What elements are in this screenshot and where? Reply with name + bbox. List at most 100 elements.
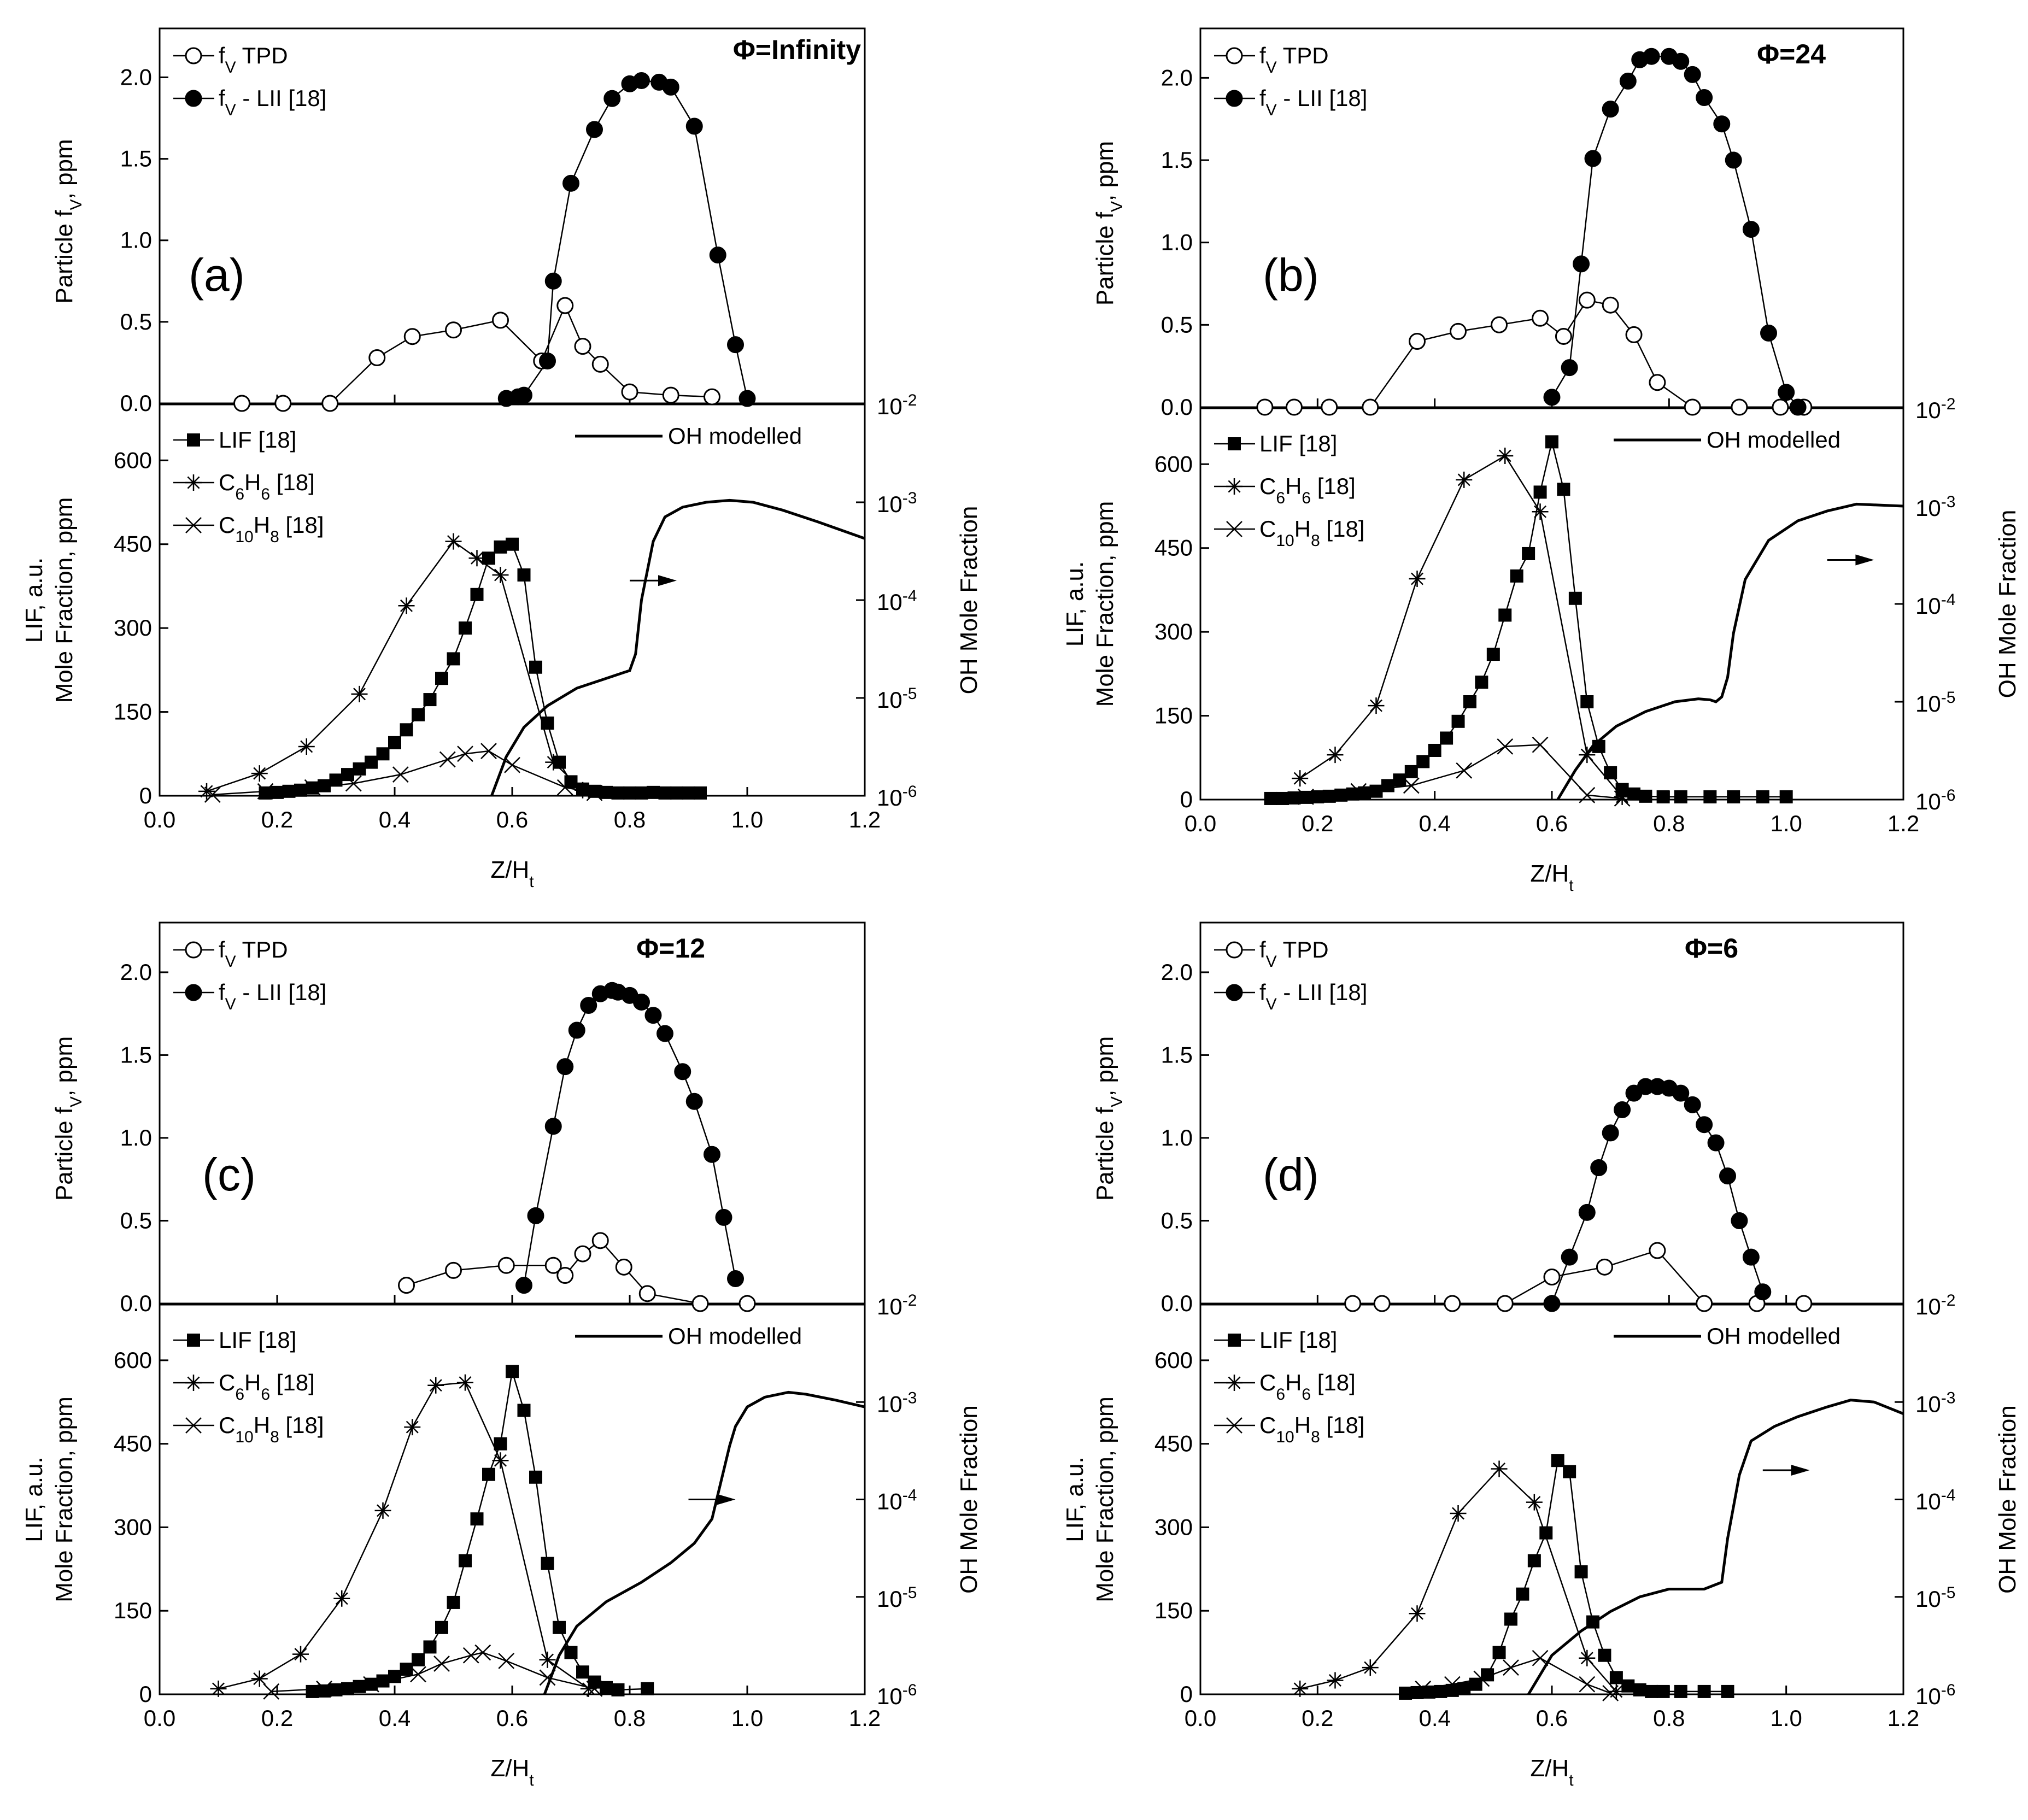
panel-d-legend-c6h6-label-part: 6 [1302, 1385, 1311, 1404]
panel-a-x-tick-label: 1.0 [731, 807, 763, 832]
panel-d-legend-lii-label-part: V [1266, 995, 1277, 1013]
panel-a-legend-tpd-label: fV TPD [219, 43, 288, 77]
panel-a-legend-lii-marker [185, 90, 202, 107]
panel-c: 0.0 0.2 0.4 0.6 0.8 1.0 1.2 Z/Ht 0.0 0.5 1.0 1.5 2.0… [21, 921, 982, 1789]
panel-d-fv-tpd-point [1649, 1242, 1666, 1259]
panel-b-right-tick-label-part: -4 [1941, 591, 1956, 609]
panel-a-legend-c10h8-label-part: C [219, 512, 235, 538]
panel-a-bottom-y-axis-label-line1: LIF, a.u. [21, 557, 48, 643]
panel-a-lif-line [265, 543, 700, 794]
panel-d-oh-modelled-line [1527, 1399, 1903, 1694]
panel-b-right-tick-label: 10-5 [1915, 689, 1955, 717]
panel-a-legend-tpd-label-part: TPD [236, 43, 288, 68]
panel-b-lif-point [1311, 790, 1324, 803]
panel-a-right-tick-label-part: 10 [877, 491, 902, 517]
panel-a-c10h8-point [480, 743, 497, 760]
panel-c-label: (c) [202, 1149, 256, 1200]
panel-a-fv-lii-point [727, 336, 744, 354]
panel-c-bottom-y-tick-label: 150 [114, 1598, 152, 1623]
panel-d-lif-point [1633, 1683, 1646, 1696]
panel-c-lif-point [423, 1640, 437, 1654]
panel-d-fv-lii-point [1719, 1167, 1736, 1185]
panel-c-fv-lii-point [674, 1063, 691, 1081]
panel-d-lif-point [1504, 1612, 1517, 1626]
panel-b-c6h6-point [1327, 747, 1344, 764]
panel-d-bottom-legend: LIF [18]C6H6 [18]C10H8 [18]OH modelled [1214, 1323, 1841, 1446]
panel-d-lif-point [1527, 1554, 1541, 1567]
panel-b-lif-point [1440, 731, 1453, 745]
panel-a-top-y-axis-label-part: Particle f [51, 210, 78, 304]
panel-d-fv-lii-point [1561, 1248, 1578, 1266]
panel-c-legend-c10h8-label-part: [ [279, 1412, 292, 1438]
panel-b-fv-tpd-point [1649, 374, 1666, 391]
panel-d-fv-lii-point [1602, 1124, 1619, 1142]
panel-a-lif-point [365, 755, 378, 769]
panel-b-right-tick-label: 10-2 [1915, 395, 1955, 424]
panel-b-fv-tpd-point [1362, 398, 1379, 416]
panel-b-right-tick-label-part: 10 [1915, 691, 1941, 717]
panel-a-fv-lii-point [662, 78, 679, 96]
panel-c-right-tick-label: 10-3 [877, 1389, 917, 1417]
panel-b-fv-lii-point [1602, 101, 1619, 118]
panel-b-legend-tpd-label: fV TPD [1259, 43, 1329, 77]
panel-a-fv-lii-point [738, 390, 756, 407]
panel-c-legend-c10h8-label-part: 8 [270, 1428, 279, 1446]
panel-b-fv-lii-point [1742, 221, 1760, 238]
panel-d-lif-point [1697, 1684, 1711, 1698]
panel-c-bottom-legend: LIF [18]C6H6 [18]C10H8 [18]OH modelled [173, 1323, 802, 1446]
panel-a-lif-point [506, 537, 519, 551]
panel-d-legend-lii-label-part: - LII [18] [1277, 979, 1368, 1005]
panel-d-right-tick-label-part: -4 [1941, 1486, 1956, 1504]
panel-b-legend-tpd-marker [1226, 47, 1243, 64]
panel-d-right-tick-label-part: 10 [1915, 1586, 1941, 1612]
panel-d-c6h6-point [1362, 1659, 1379, 1676]
panel-d-fv-tpd-point [1373, 1295, 1391, 1312]
panel-c-bottom-y-axis-label-line2: Mole Fraction, ppm [51, 1396, 78, 1602]
panel-b-fv-tpd-point [1450, 322, 1467, 340]
panel-c-fv-tpd-point [544, 1257, 562, 1274]
panel-b-legend-lif-label-part: ] [1331, 431, 1338, 456]
panel-c-lif-point [447, 1595, 460, 1609]
panel-c-x-axis-label-part: Z/H [490, 1755, 529, 1782]
panel-b-legend-tpd-label-part: f [1259, 43, 1266, 68]
panel-b-lif-point [1510, 569, 1523, 583]
panel-d-label: (d) [1263, 1149, 1319, 1200]
panel-c-top-y-axis-label-part: V [67, 1096, 85, 1107]
panel-d-legend-lif-label-part: ] [1331, 1327, 1338, 1353]
panel-b-fv-lii-point [1643, 48, 1660, 65]
panel-d-fv-lii-point [1684, 1096, 1701, 1113]
panel-d-bottom-y-tick-label: 450 [1154, 1431, 1193, 1457]
panel-c-fv-tpd-point [398, 1277, 415, 1294]
panel-c-right-tick-label-part: -5 [902, 1583, 917, 1601]
panel-b-legend-c10h8-label-part: C [1259, 516, 1276, 542]
panel-a-lif-point [271, 785, 284, 799]
panel-c-lif-point [541, 1557, 554, 1570]
panel-c-legend-lif-label-part: ] [290, 1327, 297, 1353]
panel-d-legend-lii-marker [1226, 984, 1243, 1001]
panel-b-fv-tpd-point [1625, 326, 1643, 343]
panel-d-top-y-tick-label: 1.5 [1161, 1042, 1193, 1067]
panel-d-fv-tpd [1344, 1242, 1813, 1312]
panel-b-lif-point [1656, 790, 1670, 803]
panel-d-legend-lii-label: fV - LII [18] [1259, 979, 1367, 1013]
panel-b-x-tick-label: 1.2 [1888, 811, 1919, 836]
panel-a-x-tick-label: 0.2 [261, 807, 293, 832]
panel-d-c10h8-point [1532, 1649, 1549, 1666]
panel-b-legend-lif-label-part: LIF [ [1259, 431, 1305, 456]
panel-d-lif-point [1551, 1454, 1564, 1467]
panel-c-legend-lii-label-part: - LII [18] [236, 979, 327, 1005]
panel-d-legend-tpd-label-part: V [1266, 953, 1277, 971]
panel-d-lif-point [1656, 1684, 1670, 1698]
panel-c-lif-point [482, 1467, 495, 1481]
panel-a-label: (a) [189, 249, 245, 301]
panel-b-lif-point [1451, 714, 1465, 728]
panel-a-right-tick-label-part: 10 [877, 589, 902, 615]
panel-d-legend-oh-label: OH modelled [1707, 1323, 1841, 1349]
panel-d-top-y-axis-label-part: Particle f [1092, 1107, 1118, 1201]
panel-a-legend-c10h8-label-part: H [254, 512, 270, 538]
panel-c-c10h8-point [498, 1653, 515, 1669]
panel-c-bottom-y-tick-label: 450 [114, 1431, 152, 1457]
panel-a-top-y-tick-label: 2.0 [120, 64, 152, 90]
panel-a-legend-c6h6-label-part: C [219, 469, 235, 495]
